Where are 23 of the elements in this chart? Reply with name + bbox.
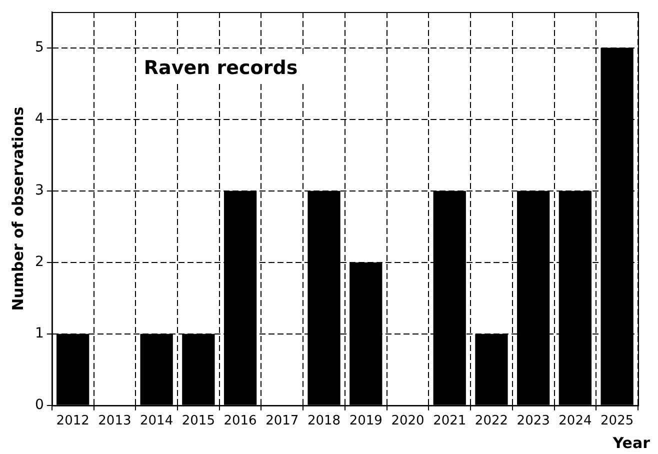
x-tick-label: 2021 (433, 414, 466, 429)
x-tick-label: 2013 (98, 414, 132, 429)
y-tick-label: 2 (34, 254, 44, 270)
y-tick-label: 3 (34, 182, 44, 198)
y-tick-label: 4 (34, 110, 44, 127)
y-tick-label: 1 (34, 326, 44, 342)
x-tick-label: 2012 (56, 414, 90, 429)
x-tick-label: 2022 (474, 414, 508, 429)
x-tick-label: 2018 (307, 414, 341, 429)
x-tick-label: 2014 (140, 414, 174, 429)
y-tick-label: 0 (34, 397, 44, 414)
x-tick-label: 2024 (558, 414, 592, 429)
x-tick-label: 2017 (266, 414, 299, 429)
y-tick-label: 5 (34, 39, 44, 56)
x-tick-label: 2019 (349, 414, 382, 429)
x-tick-label: 2016 (224, 414, 257, 429)
x-axis-title: Year (612, 434, 651, 452)
y-axis-title: Number of observations (8, 106, 27, 311)
x-tick-label: 2015 (182, 414, 215, 429)
x-tick-label: 2023 (516, 414, 550, 429)
x-tick-label: 2025 (600, 414, 634, 429)
x-tick-label: 2020 (391, 414, 424, 429)
text: Raven records (144, 57, 298, 79)
